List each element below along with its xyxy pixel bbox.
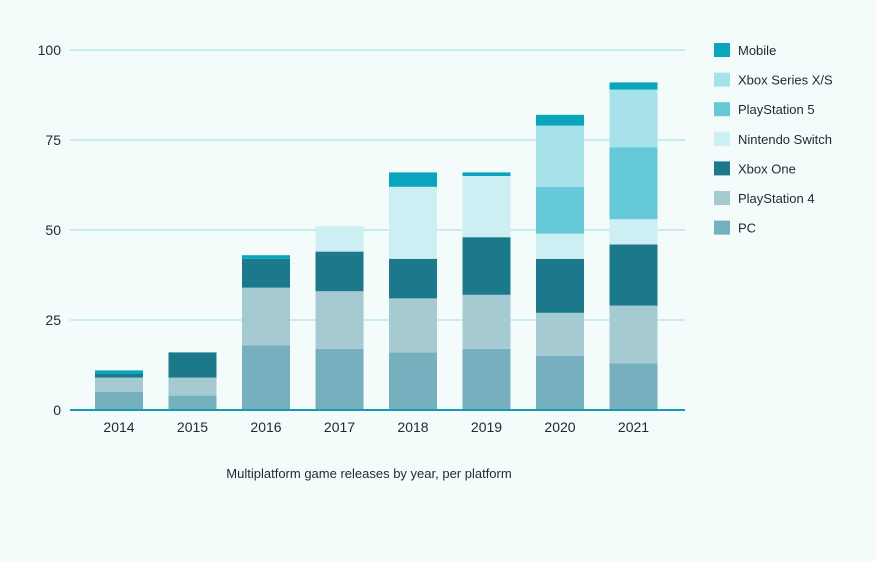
bar-segment-2019-mobile: [462, 172, 511, 176]
legend-label-pc: PC: [738, 221, 756, 236]
legend-label-nintendo-switch: Nintendo Switch: [738, 132, 832, 147]
legend-swatch-playstation-5: [714, 102, 730, 117]
bar-segment-2014-pc: [95, 392, 143, 410]
bar-segment-2020-mobile: [536, 114, 584, 126]
bar-segment-2018-playstation-4: [389, 298, 437, 353]
bar-segment-2021-nintendo-switch: [609, 219, 658, 245]
bar-segment-2017-playstation-4: [315, 291, 364, 349]
x-tick-label-2019: 2019: [471, 419, 502, 435]
x-tick-label-2021: 2021: [618, 419, 649, 435]
bar-segment-2019-xbox-one: [462, 237, 511, 295]
bar-segment-2020-xbox-series-x-s: [536, 125, 584, 187]
gridlines: [70, 49, 685, 321]
axes: 0 25 50 75 100 2014 2015 2016 2017 2018 2019 2020 20…: [38, 42, 685, 435]
x-tick-label-2020: 2020: [544, 419, 575, 435]
bar-segment-2020-pc: [536, 356, 584, 410]
legend-swatch-pc: [714, 220, 730, 235]
legend: Mobile Xbox Series X/S PlayStation 5 Ninten…: [714, 43, 833, 236]
legend-label-xbox-series-x-s: Xbox Series X/S: [738, 73, 833, 88]
bar-segment-2014-xbox-one: [95, 374, 143, 378]
bar-segment-2015-pc: [168, 395, 217, 410]
bar-segment-2021-playstation-5: [609, 147, 658, 220]
bar-segment-2016-mobile: [242, 255, 290, 259]
bar-segment-2017-xbox-one: [315, 251, 364, 292]
bar-segment-2015-xbox-one: [168, 352, 217, 378]
legend-swatch-xbox-series-x-s: [714, 72, 730, 87]
legend-label-mobile: Mobile: [738, 43, 776, 58]
y-tick-label-75: 75: [45, 132, 61, 148]
x-tick-label-2014: 2014: [103, 419, 134, 435]
bar-segment-2018-mobile: [389, 172, 437, 187]
legend-swatch-nintendo-switch: [714, 131, 730, 146]
legend-swatch-xbox-one: [714, 161, 730, 176]
x-tick-label-2016: 2016: [250, 419, 281, 435]
bar-segment-2016-pc: [242, 345, 290, 410]
bar-segment-2020-nintendo-switch: [536, 233, 584, 259]
legend-label-playstation-5: PlayStation 5: [738, 102, 815, 117]
bar-segment-2021-playstation-4: [609, 305, 658, 364]
bar-segment-2014-mobile: [95, 370, 143, 374]
chart-caption: Multiplatform game releases by year, per…: [226, 466, 511, 481]
bars: [95, 82, 658, 410]
bar-segment-2018-nintendo-switch: [389, 186, 437, 259]
bar-segment-2018-xbox-one: [389, 258, 437, 299]
bar-segment-2020-playstation-4: [536, 312, 584, 356]
bar-segment-2021-pc: [609, 363, 658, 410]
bar-segment-2019-pc: [462, 348, 511, 410]
bar-segment-2016-xbox-one: [242, 258, 290, 288]
legend-label-xbox-one: Xbox One: [738, 161, 796, 176]
bar-segment-2015-playstation-4: [168, 377, 217, 396]
x-tick-label-2017: 2017: [324, 419, 355, 435]
bar-segment-2020-xbox-one: [536, 258, 584, 313]
y-tick-label-0: 0: [53, 402, 61, 418]
bar-segment-2021-xbox-one: [609, 244, 658, 306]
bar-segment-2016-playstation-4: [242, 287, 290, 346]
legend-label-playstation-4: PlayStation 4: [738, 191, 815, 206]
legend-swatch-playstation-4: [714, 191, 730, 205]
bar-segment-2018-pc: [389, 352, 437, 410]
y-tick-label-25: 25: [45, 312, 61, 328]
x-tick-label-2015: 2015: [177, 419, 208, 435]
bar-segment-2019-playstation-4: [462, 294, 511, 349]
bar-segment-2021-mobile: [609, 82, 658, 90]
bar-segment-2017-nintendo-switch: [315, 226, 364, 252]
y-tick-label-100: 100: [38, 42, 62, 58]
bar-segment-2014-playstation-4: [95, 377, 143, 392]
legend-swatch-mobile: [714, 43, 730, 57]
bar-segment-2021-xbox-series-x-s: [609, 89, 658, 148]
bar-segment-2017-pc: [315, 348, 364, 410]
y-tick-label-50: 50: [45, 222, 61, 238]
bar-segment-2020-playstation-5: [536, 186, 584, 234]
bar-segment-2019-nintendo-switch: [462, 176, 511, 238]
x-tick-label-2018: 2018: [397, 419, 428, 435]
